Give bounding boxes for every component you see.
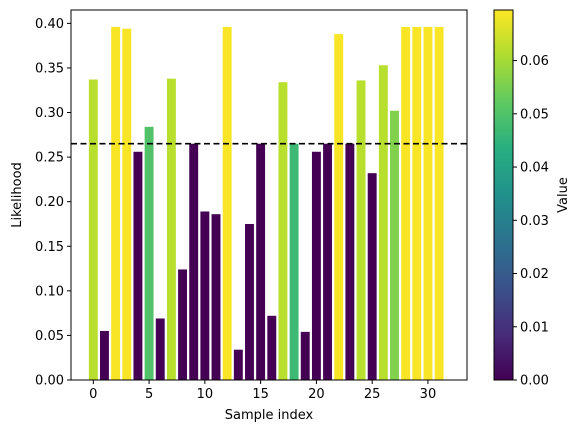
y-tick-label: 0.30 xyxy=(35,106,64,121)
bar-23 xyxy=(345,143,355,380)
colorbar-tick-label: 0.03 xyxy=(520,214,549,229)
bar-12 xyxy=(222,26,232,380)
colorbar-tick-label: 0.04 xyxy=(520,161,549,176)
bar-24 xyxy=(356,80,366,381)
x-tick-label: 30 xyxy=(420,387,437,402)
colorbar-label: Value xyxy=(556,177,571,213)
bar-18 xyxy=(289,143,299,380)
y-tick-label: 0.00 xyxy=(35,374,64,389)
bar-4 xyxy=(133,151,143,380)
x-tick-label: 20 xyxy=(308,387,325,402)
plot-frame xyxy=(70,9,468,381)
bar-20 xyxy=(311,151,321,380)
x-tick-label: 5 xyxy=(145,387,153,402)
x-tick-label: 0 xyxy=(89,387,97,402)
bar-5 xyxy=(144,126,154,380)
y-tick-label: 0.20 xyxy=(35,195,64,210)
colorbar-ticks: 0.00 0.01 0.02 0.03 0.04 0.05 0.06 xyxy=(513,54,549,389)
colorbar-tick-label: 0.00 xyxy=(520,374,549,389)
bar-15 xyxy=(256,143,266,380)
bar-25 xyxy=(367,173,377,380)
bar-7 xyxy=(166,78,176,381)
bars-group xyxy=(88,26,444,381)
y-tick-label: 0.25 xyxy=(35,151,64,166)
bar-14 xyxy=(245,223,254,380)
bar-27 xyxy=(390,110,399,380)
bar-30 xyxy=(423,26,433,380)
y-tick-label: 0.35 xyxy=(35,61,64,76)
x-tick-label: 25 xyxy=(364,387,381,402)
bar-17 xyxy=(278,82,288,380)
colorbar-tick-label: 0.05 xyxy=(520,107,549,122)
bar-8 xyxy=(178,269,188,380)
bar-6 xyxy=(155,318,165,380)
colorbar-tick-label: 0.01 xyxy=(520,320,549,335)
bar-26 xyxy=(378,65,388,380)
bar-29 xyxy=(412,26,422,380)
bar-19 xyxy=(300,331,310,380)
bar-13 xyxy=(233,349,243,380)
x-tick-label: 15 xyxy=(252,387,269,402)
x-tick-label: 10 xyxy=(197,387,214,402)
bar-1 xyxy=(100,330,109,380)
bar-22 xyxy=(334,34,344,380)
bar-16 xyxy=(267,315,277,380)
y-tick-label: 0.05 xyxy=(35,329,64,344)
bar-2 xyxy=(111,26,121,380)
bar-21 xyxy=(323,143,333,380)
colorbar-tick-label: 0.02 xyxy=(520,267,549,282)
y-tick-label: 0.10 xyxy=(35,284,64,299)
colorbar xyxy=(493,9,514,381)
y-axis-ticks: 0.00 0.05 0.10 0.15 0.20 0.25 0.30 0.35 0.40 xyxy=(35,17,71,389)
x-axis-label: Sample index xyxy=(225,408,314,423)
y-axis-label: Likelihood xyxy=(10,162,25,228)
bar-10 xyxy=(200,211,210,380)
bar-11 xyxy=(211,214,221,380)
bar-31 xyxy=(434,26,444,380)
bar-0 xyxy=(88,79,98,380)
bar-28 xyxy=(401,26,411,380)
colorbar-tick-label: 0.06 xyxy=(520,54,549,69)
x-axis-ticks: 0 5 10 15 20 25 30 xyxy=(89,380,436,402)
y-tick-label: 0.15 xyxy=(35,240,64,255)
y-tick-label: 0.40 xyxy=(35,17,64,32)
bar-9 xyxy=(189,143,199,380)
bar-3 xyxy=(122,28,132,380)
